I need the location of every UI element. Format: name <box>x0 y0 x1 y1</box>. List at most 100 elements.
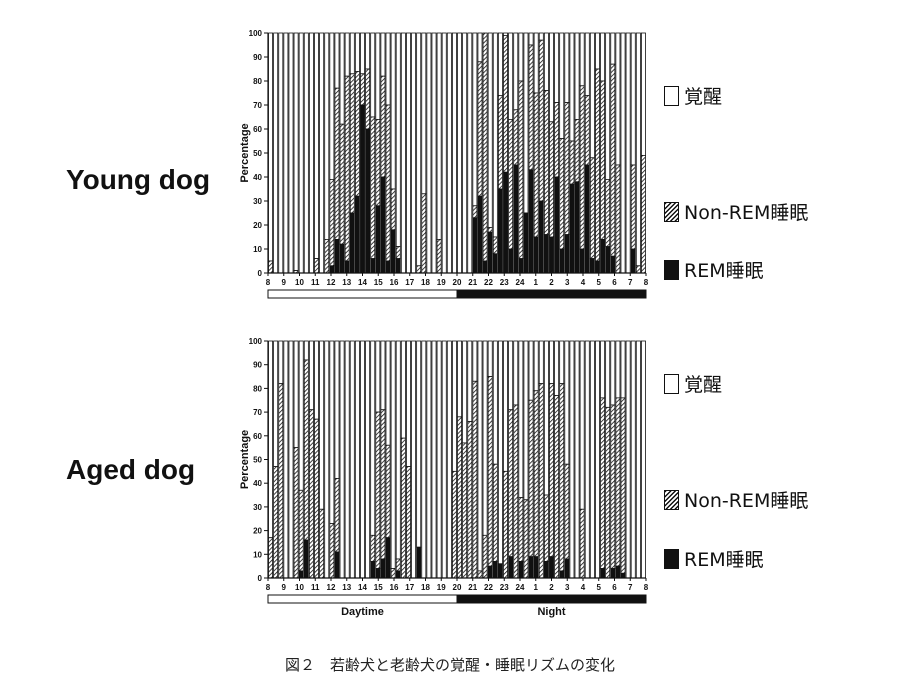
rem-bar <box>298 570 304 579</box>
wake-bar <box>508 340 514 411</box>
wake-bar <box>467 340 473 422</box>
x-tick-label: 16 <box>390 583 399 592</box>
nonrem-bar <box>533 390 539 558</box>
x-tick-label: 22 <box>484 278 493 287</box>
nonrem-bar <box>549 383 554 558</box>
x-tick-label: 21 <box>468 278 477 287</box>
y-tick-label: 10 <box>253 245 262 254</box>
nonrem-bar <box>508 409 514 558</box>
wake-bar <box>620 340 626 399</box>
x-tick-label: 20 <box>453 583 462 592</box>
nonrem-bar <box>503 470 508 579</box>
y-tick-label: 0 <box>258 574 263 583</box>
wake-bar <box>293 340 299 449</box>
legend-label-wake: 覚醒 <box>684 374 723 396</box>
rem-bar <box>513 164 519 274</box>
x-tick-label: 4 <box>581 278 586 287</box>
wake-bar <box>600 340 606 399</box>
daytime-label: Daytime <box>341 606 384 618</box>
night-label: Night <box>537 606 565 618</box>
y-tick-label: 50 <box>253 456 262 465</box>
wake-bar <box>421 340 427 579</box>
nonrem-bar <box>334 87 340 240</box>
night-bar <box>456 594 647 604</box>
rem-bar <box>508 248 514 274</box>
wake-bar <box>354 340 360 579</box>
wake-bar <box>370 32 376 118</box>
nonrem-bar <box>579 508 585 579</box>
nonrem-bar <box>538 383 544 579</box>
wake-bar <box>492 32 498 238</box>
nonrem-bar <box>569 140 575 185</box>
legend-item-wake: 覚醒 <box>664 82 722 109</box>
aged-dog-label: Aged dog <box>66 454 196 485</box>
wake-bar <box>278 32 284 274</box>
nonrem-bar <box>615 397 621 567</box>
y-tick-label: 40 <box>253 479 262 488</box>
x-tick-label: 3 <box>565 583 570 592</box>
rem-bar <box>334 238 340 274</box>
nonrem-bar <box>298 489 304 572</box>
x-tick-label: 6 <box>612 278 617 287</box>
wake-bar <box>615 340 621 399</box>
rem-bar <box>497 188 503 274</box>
x-tick-label: 8 <box>266 583 271 592</box>
rem-bar <box>380 176 386 274</box>
x-tick-label: 2 <box>549 583 554 592</box>
nonrem-bar <box>395 558 401 572</box>
wake-bar <box>446 340 452 579</box>
wake-bar <box>411 32 417 274</box>
rem-bar <box>385 537 391 579</box>
nonrem-bar <box>329 523 335 579</box>
y-tick-label: 30 <box>253 503 262 512</box>
x-tick-label: 18 <box>421 583 430 592</box>
y-tick-label: 80 <box>253 384 262 393</box>
wake-bar <box>513 32 519 111</box>
wake-bar <box>431 32 437 274</box>
wake-bar <box>620 32 626 274</box>
wake-bar <box>625 32 631 274</box>
rem-bar <box>360 104 365 274</box>
rem-bar <box>554 176 560 274</box>
x-tick-label: 8 <box>644 583 649 592</box>
rem-bar <box>620 572 626 579</box>
wake-bar <box>549 340 554 385</box>
rem-bar <box>482 260 488 274</box>
rem-bar <box>528 556 534 579</box>
daytime-bar <box>267 289 458 299</box>
wake-bar <box>564 32 570 103</box>
rem-bar <box>385 260 391 274</box>
x-tick-label: 11 <box>311 583 320 592</box>
wake-bar <box>564 340 570 465</box>
x-tick-label: 2 <box>549 278 554 287</box>
rem-swatch-icon <box>664 548 679 569</box>
nonrem-bar <box>600 80 606 240</box>
wake-bar <box>278 340 284 385</box>
wake-bar <box>273 32 279 274</box>
rem-bar <box>538 200 544 274</box>
x-tick-label: 16 <box>390 278 399 287</box>
nonrem-bar <box>303 359 309 541</box>
wake-bar <box>293 32 299 272</box>
x-tick-label: 17 <box>405 278 414 287</box>
y-tick-label: 50 <box>253 149 262 158</box>
x-tick-label: 17 <box>405 583 414 592</box>
y-tick-label: 0 <box>258 269 263 278</box>
nonrem-bar <box>268 260 274 274</box>
wake-bar <box>554 340 560 396</box>
nonrem-bar <box>513 109 519 166</box>
wake-bar <box>329 340 335 524</box>
x-tick-label: 13 <box>342 278 351 287</box>
rem-bar <box>334 551 340 579</box>
x-tick-label: 6 <box>612 583 617 592</box>
rem-bar <box>365 128 371 274</box>
x-tick-label: 24 <box>516 278 525 287</box>
x-tick-label: 12 <box>327 278 336 287</box>
wake-bar <box>390 32 396 190</box>
nonrem-bar <box>319 508 325 579</box>
rem-bar <box>508 556 514 579</box>
nonrem-bar <box>293 447 299 579</box>
y-tick-label: 20 <box>253 527 262 536</box>
wake-bar <box>533 340 539 392</box>
wake-bar <box>308 340 314 411</box>
